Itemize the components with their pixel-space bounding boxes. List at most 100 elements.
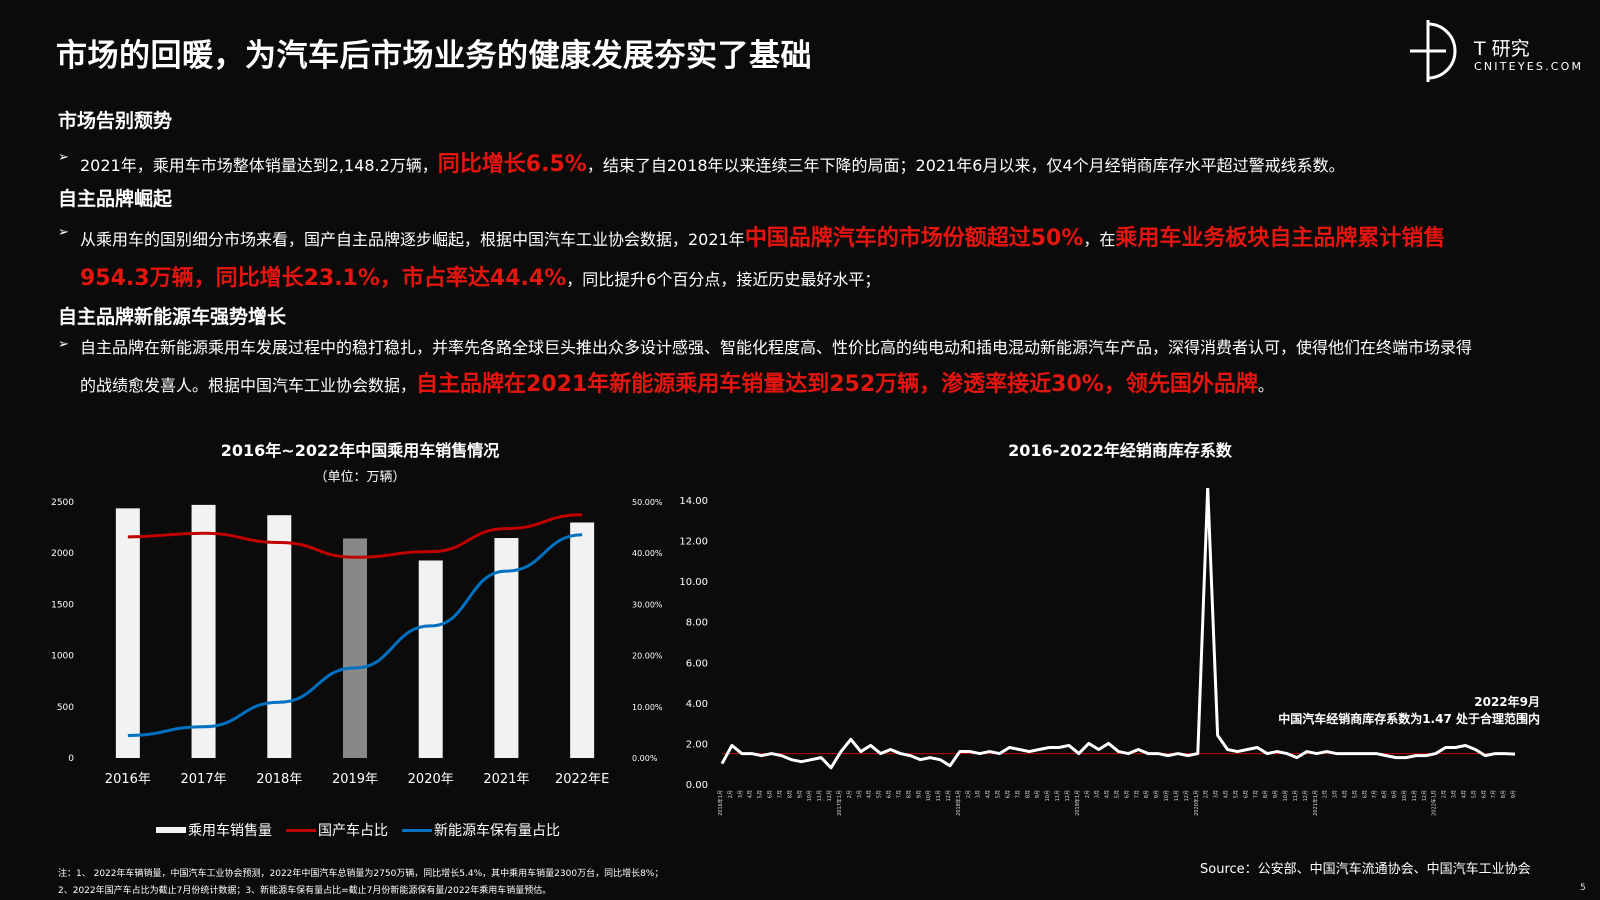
x-tick-label: 4月 bbox=[867, 790, 873, 798]
x-tick-label: 7月 bbox=[1253, 790, 1259, 798]
section-heading-market: 市场告别颓势 bbox=[58, 110, 173, 132]
bullet-market: ➢ 2021年，乘用车市场整体销量达到2,148.2万辆，同比增长6.5%，结束… bbox=[58, 146, 1538, 177]
page-title: 市场的回暖，为汽车后市场业务的健康发展夯实了基础 bbox=[56, 38, 812, 74]
x-tick-label: 2019年1月 bbox=[1074, 790, 1081, 816]
y-tick-label: 8.00 bbox=[686, 618, 708, 629]
highlight-text: 自主品牌在2021年新能源乘用车销量达到252万辆，渗透率接近30%，领先国外品… bbox=[416, 372, 1258, 397]
x-tick-label: 4月 bbox=[1461, 790, 1467, 798]
body-text: 的战绩愈发喜人。根据中国汽车工业协会数据， bbox=[80, 376, 417, 395]
x-tick-label: 10月 bbox=[1402, 790, 1408, 801]
y-tick-label: 4.00 bbox=[686, 699, 708, 710]
y2-tick-label: 30.00% bbox=[632, 600, 663, 609]
x-tick-label: 3月 bbox=[1452, 790, 1458, 798]
x-tick-label: 4月 bbox=[986, 790, 992, 798]
bullet-arrow-icon: ➢ bbox=[58, 150, 69, 165]
legend-swatch bbox=[402, 828, 432, 832]
y-tick-label: 2.00 bbox=[686, 739, 708, 750]
x-tick-label: 8月 bbox=[1025, 790, 1031, 798]
bar bbox=[115, 508, 140, 758]
highlight-text: 同比增长6.5% bbox=[437, 152, 587, 177]
x-tick-label: 10月 bbox=[926, 790, 932, 801]
left-chart-subtitle: （单位：万辆） bbox=[314, 470, 406, 485]
x-tick-label: 4月 bbox=[1342, 790, 1348, 798]
legend-swatch bbox=[286, 828, 316, 832]
x-tick-label: 6月 bbox=[1005, 790, 1011, 798]
section-heading-nev: 自主品牌新能源车强势增长 bbox=[58, 306, 287, 328]
x-tick-label: 2020年 bbox=[408, 772, 454, 787]
x-tick-label: 4月 bbox=[1105, 790, 1111, 798]
x-tick-label: 8月 bbox=[1144, 790, 1150, 798]
legend-label: 新能源车保有量占比 bbox=[434, 823, 560, 839]
x-tick-label: 8月 bbox=[787, 790, 793, 798]
x-tick-label: 2月 bbox=[1085, 790, 1091, 798]
legend-label: 国产车占比 bbox=[318, 823, 388, 839]
x-tick-label: 11月 bbox=[1174, 790, 1180, 801]
bullet-arrow-icon: ➢ bbox=[58, 337, 69, 352]
body-text: 2021年，乘用车市场整体销量达到2,148.2万辆， bbox=[80, 156, 438, 175]
x-tick-label: 2月 bbox=[966, 790, 972, 798]
x-tick-label: 12月 bbox=[946, 790, 952, 801]
y2-tick-label: 20.00% bbox=[632, 652, 663, 661]
x-tick-label: 10月 bbox=[1045, 790, 1051, 801]
legend-swatch bbox=[156, 827, 186, 833]
y2-tick-label: 50.00% bbox=[632, 498, 663, 507]
y-tick-label: 14.00 bbox=[680, 496, 708, 507]
x-tick-label: 10月 bbox=[1164, 790, 1170, 801]
page-number: 5 bbox=[1580, 883, 1586, 893]
x-tick-label: 3月 bbox=[1333, 790, 1339, 798]
body-text: 从乘用车的国别细分市场来看，国产自主品牌逐步崛起，根据中国汽车工业协会数据，20… bbox=[80, 230, 745, 249]
series-line bbox=[127, 533, 583, 737]
x-tick-label: 5月 bbox=[1233, 790, 1239, 798]
highlight-text: 954.3万辆，同比增长23.1%，市占率达44.4% bbox=[80, 266, 567, 291]
bullet-line: 从乘用车的国别细分市场来看，国产自主品牌逐步崛起，根据中国汽车工业协会数据，20… bbox=[80, 220, 1445, 252]
legend-item: 乘用车销售量 bbox=[156, 820, 272, 840]
x-tick-label: 11月 bbox=[936, 790, 942, 801]
x-tick-label: 9月 bbox=[797, 790, 803, 798]
x-tick-label: 2月 bbox=[728, 790, 734, 798]
y-tick-label: 1000 bbox=[51, 652, 74, 662]
x-tick-label: 7月 bbox=[777, 790, 783, 798]
bullet-arrow-icon: ➢ bbox=[58, 225, 69, 240]
body-text: 自主品牌在新能源乘用车发展过程中的稳打稳扎，并率先各路全球巨头推出众多设计感强、… bbox=[80, 338, 1473, 357]
x-tick-label: 5月 bbox=[877, 790, 883, 798]
left-chart-title: 2016年~2022年中国乘用车销售情况 bbox=[220, 441, 500, 460]
body-text: ，结束了自2018年以来连续三年下降的局面；2021年6月以来，仅4个月经销商库… bbox=[586, 156, 1345, 175]
x-tick-label: 9月 bbox=[1035, 790, 1041, 798]
body-text: 。 bbox=[1257, 376, 1274, 395]
right-chart-title: 2016-2022年经销商库存系数 bbox=[1008, 441, 1232, 460]
logo-text-cn: T 研究 bbox=[1474, 38, 1530, 60]
x-tick-label: 7月 bbox=[896, 790, 902, 798]
x-tick-label: 5月 bbox=[996, 790, 1002, 798]
x-tick-label: 4月 bbox=[748, 790, 754, 798]
x-tick-label: 7月 bbox=[1134, 790, 1140, 798]
legend-label: 乘用车销售量 bbox=[188, 823, 272, 839]
left-chart-legend: 乘用车销售量 国产车占比 新能源车保有量占比 bbox=[156, 820, 574, 840]
y-tick-label: 2000 bbox=[51, 549, 74, 559]
x-tick-label: 3月 bbox=[738, 790, 744, 798]
x-tick-label: 10月 bbox=[807, 790, 813, 801]
y2-tick-label: 10.00% bbox=[632, 703, 663, 712]
bar bbox=[570, 522, 595, 758]
x-tick-label: 11月 bbox=[817, 790, 823, 801]
y-tick-label: 1500 bbox=[51, 600, 74, 610]
x-tick-label: 8月 bbox=[1263, 790, 1269, 798]
x-tick-label: 8月 bbox=[906, 790, 912, 798]
x-tick-label: 4月 bbox=[1224, 790, 1230, 798]
bullet-line: 自主品牌在新能源乘用车发展过程中的稳打稳扎，并率先各路全球巨头推出众多设计感强、… bbox=[80, 334, 1472, 358]
x-tick-label: 5月 bbox=[758, 790, 764, 798]
bar bbox=[343, 538, 367, 758]
source-note: Source：公安部、中国汽车流通协会、中国汽车工业协会 bbox=[1200, 862, 1531, 877]
bullet-line: 的战绩愈发喜人。根据中国汽车工业协会数据，自主品牌在2021年新能源乘用车销量达… bbox=[80, 366, 1274, 398]
x-tick-label: 2018年1月 bbox=[955, 790, 962, 816]
body-text: ，在 bbox=[1083, 230, 1116, 249]
x-tick-label: 7月 bbox=[1372, 790, 1378, 798]
x-tick-label: 3月 bbox=[1214, 790, 1220, 798]
x-tick-label: 5月 bbox=[1471, 790, 1477, 798]
y-tick-label: 2500 bbox=[51, 498, 74, 508]
x-tick-label: 10月 bbox=[1283, 790, 1289, 801]
logo-text-en: CNITEYES.COM bbox=[1474, 60, 1584, 73]
x-tick-label: 9月 bbox=[1273, 790, 1279, 798]
x-tick-label: 2021年1月 bbox=[1312, 790, 1319, 816]
y2-tick-label: 40.00% bbox=[632, 549, 663, 558]
x-tick-label: 2021年 bbox=[483, 772, 529, 787]
